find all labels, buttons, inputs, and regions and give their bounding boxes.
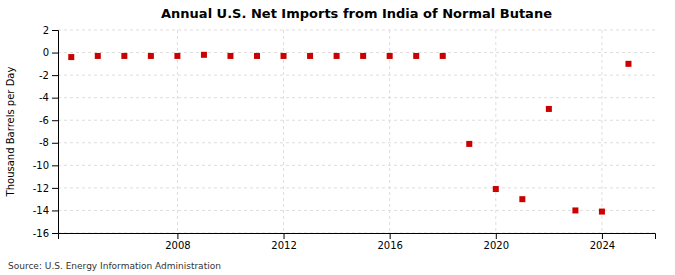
y-axis: 2 0 -2 -4 -6 -8 -10 -12 -14 -16 [33,25,59,239]
grid-line [389,30,390,233]
tick: 2016 [377,233,402,251]
point [387,53,393,59]
point [546,106,552,112]
tick: 2008 [165,233,190,251]
tick: -10 [33,160,58,171]
axis-line [52,31,59,234]
tick-mark [52,143,58,144]
tick: 2024 [590,233,615,251]
grid-line [58,30,655,31]
grid-line [58,142,655,143]
point [148,53,154,59]
point [440,53,446,59]
points [68,52,631,215]
grid-line [58,120,655,121]
point [572,207,578,213]
point [625,61,631,67]
title: Annual U.S. Net Imports from India of No… [161,6,552,21]
point [95,53,101,59]
point [599,209,605,215]
grid-line [58,187,655,188]
point [281,53,287,59]
tick-mark [52,165,58,166]
point [413,53,419,59]
tick-mark [52,120,58,121]
tick-label: -12 [33,183,49,194]
point [254,53,260,59]
tick: 2 [43,25,58,36]
tick: 0 [43,47,58,58]
point [68,54,74,60]
tick-mark [52,75,58,76]
point [307,53,313,59]
tick: -6 [39,115,58,126]
x-axis: 2008 2012 2016 2020 2024 [59,233,656,251]
point [360,53,366,59]
tick-label: -4 [39,92,49,103]
point [334,53,340,59]
point [121,53,127,59]
tick-label: -14 [33,205,49,216]
grid-line [58,210,655,211]
point [227,53,233,59]
tick-label: 2008 [165,240,190,251]
tick: -8 [39,137,58,148]
plot: 2008 2012 2016 2020 2024 2 0 -2 -4 -6 -8 -10 -12 -14 -… [33,25,656,251]
tick-mark [52,98,58,99]
tick-label: -2 [39,70,49,81]
tick: -14 [33,205,58,216]
tick-mark [52,53,58,54]
chart: 2008 2012 2016 2020 2024 2 0 -2 -4 -6 -8 -10 -12 -14 -… [0,0,675,275]
tick-label: -6 [39,115,49,126]
point [466,141,472,147]
grid-line [58,97,655,98]
tick-label: 2020 [484,240,509,251]
tick: 2020 [484,233,509,251]
tick-label: 2 [43,25,49,36]
grid-line [58,52,655,53]
tick-mark [52,30,58,31]
point [493,186,499,192]
tick: -2 [39,70,58,81]
tick-mark [496,233,497,239]
point [201,52,207,58]
tick: -16 [33,228,58,239]
point [174,53,180,59]
tick-mark [52,233,58,234]
source: Source: U.S. Energy Information Administ… [8,261,221,271]
tick-label: -10 [33,160,49,171]
tick-label: -8 [39,137,49,148]
tick: 2012 [271,233,296,251]
tick-label: 2016 [377,240,402,251]
tick-label: 0 [43,47,49,58]
grid-line [283,30,284,233]
y-axis-title: Thousand Barrels per Day [5,67,16,198]
tick-label: 2012 [271,240,296,251]
point [519,196,525,202]
grid-line [58,75,655,76]
axis-line [59,234,656,240]
tick-label: 2024 [590,240,615,251]
grid-line [601,30,602,233]
tick-mark [177,233,178,239]
grid-line [58,165,655,166]
tick-mark [284,233,285,239]
grid-line [177,30,178,233]
tick: -4 [39,92,58,103]
grid [58,30,655,233]
tick-label: -16 [33,228,49,239]
grid-line [495,30,496,233]
tick-mark [52,188,58,189]
tick: -12 [33,183,58,194]
tick-mark [52,210,58,211]
tick-mark [602,233,603,239]
tick-mark [390,233,391,239]
